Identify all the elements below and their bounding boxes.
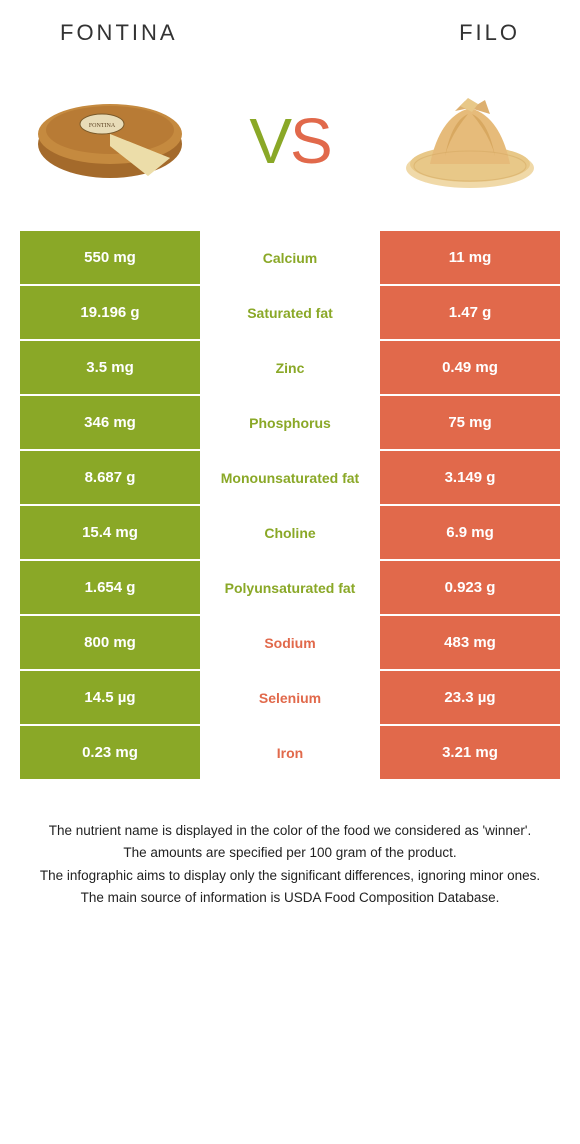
nutrient-row: 14.5 µgSelenium23.3 µg [20, 671, 560, 724]
vs-v: V [249, 105, 290, 177]
nutrient-row: 8.687 gMonounsaturated fat3.149 g [20, 451, 560, 504]
nutrient-label: Choline [200, 506, 380, 559]
value-right: 3.21 mg [380, 726, 560, 779]
value-right: 6.9 mg [380, 506, 560, 559]
fontina-image: FONTINA [30, 81, 190, 201]
nutrient-row: 346 mgPhosphorus75 mg [20, 396, 560, 449]
nutrient-label: Sodium [200, 616, 380, 669]
nutrient-label: Iron [200, 726, 380, 779]
nutrient-row: 19.196 gSaturated fat1.47 g [20, 286, 560, 339]
value-left: 0.23 mg [20, 726, 200, 779]
value-left: 19.196 g [20, 286, 200, 339]
value-left: 346 mg [20, 396, 200, 449]
header: Fontina Filo [0, 0, 580, 56]
value-left: 8.687 g [20, 451, 200, 504]
nutrient-label: Monounsaturated fat [200, 451, 380, 504]
nutrient-label: Zinc [200, 341, 380, 394]
value-left: 550 mg [20, 231, 200, 284]
filo-image [390, 81, 550, 201]
nutrient-row: 3.5 mgZinc0.49 mg [20, 341, 560, 394]
nutrient-row: 550 mgCalcium11 mg [20, 231, 560, 284]
nutrient-table: 550 mgCalcium11 mg19.196 gSaturated fat1… [0, 231, 580, 779]
footer-line: The main source of information is USDA F… [30, 888, 550, 908]
nutrient-row: 1.654 gPolyunsaturated fat0.923 g [20, 561, 560, 614]
hero: FONTINA VS [0, 56, 580, 231]
value-right: 23.3 µg [380, 671, 560, 724]
title-right: Filo [459, 20, 520, 46]
value-left: 14.5 µg [20, 671, 200, 724]
footer-notes: The nutrient name is displayed in the co… [0, 781, 580, 908]
value-right: 3.149 g [380, 451, 560, 504]
footer-line: The nutrient name is displayed in the co… [30, 821, 550, 841]
value-right: 0.49 mg [380, 341, 560, 394]
value-right: 75 mg [380, 396, 560, 449]
nutrient-label: Calcium [200, 231, 380, 284]
value-left: 15.4 mg [20, 506, 200, 559]
nutrient-label: Phosphorus [200, 396, 380, 449]
nutrient-label: Saturated fat [200, 286, 380, 339]
value-right: 483 mg [380, 616, 560, 669]
value-left: 800 mg [20, 616, 200, 669]
vs-s: S [290, 105, 331, 177]
value-left: 1.654 g [20, 561, 200, 614]
title-left: Fontina [60, 20, 178, 46]
value-right: 0.923 g [380, 561, 560, 614]
value-right: 11 mg [380, 231, 560, 284]
nutrient-label: Polyunsaturated fat [200, 561, 380, 614]
nutrient-row: 15.4 mgCholine6.9 mg [20, 506, 560, 559]
footer-line: The amounts are specified per 100 gram o… [30, 843, 550, 863]
nutrient-row: 0.23 mgIron3.21 mg [20, 726, 560, 779]
svg-text:FONTINA: FONTINA [89, 123, 116, 129]
footer-line: The infographic aims to display only the… [30, 866, 550, 886]
nutrient-label: Selenium [200, 671, 380, 724]
value-right: 1.47 g [380, 286, 560, 339]
value-left: 3.5 mg [20, 341, 200, 394]
vs-label: VS [249, 104, 330, 178]
nutrient-row: 800 mgSodium483 mg [20, 616, 560, 669]
